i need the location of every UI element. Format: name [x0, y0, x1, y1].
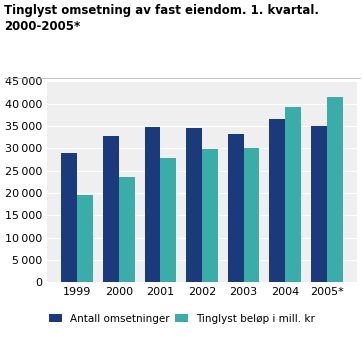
- Bar: [311, 126, 327, 282]
- Bar: [103, 136, 119, 282]
- Bar: [145, 127, 161, 282]
- Bar: [228, 133, 244, 282]
- Bar: [244, 148, 260, 282]
- Bar: [285, 107, 301, 282]
- Bar: [269, 119, 285, 282]
- Bar: [62, 153, 77, 282]
- Bar: [161, 158, 176, 282]
- Bar: [119, 177, 135, 282]
- Bar: [327, 97, 343, 282]
- Bar: [77, 195, 93, 282]
- Bar: [202, 149, 218, 282]
- Text: Tinglyst omsetning av fast eiendom. 1. kvartal.
2000-2005*: Tinglyst omsetning av fast eiendom. 1. k…: [4, 4, 318, 32]
- Bar: [186, 128, 202, 282]
- Legend: Antall omsetninger, Tinglyst beløp i mill. kr: Antall omsetninger, Tinglyst beløp i mil…: [50, 314, 315, 324]
